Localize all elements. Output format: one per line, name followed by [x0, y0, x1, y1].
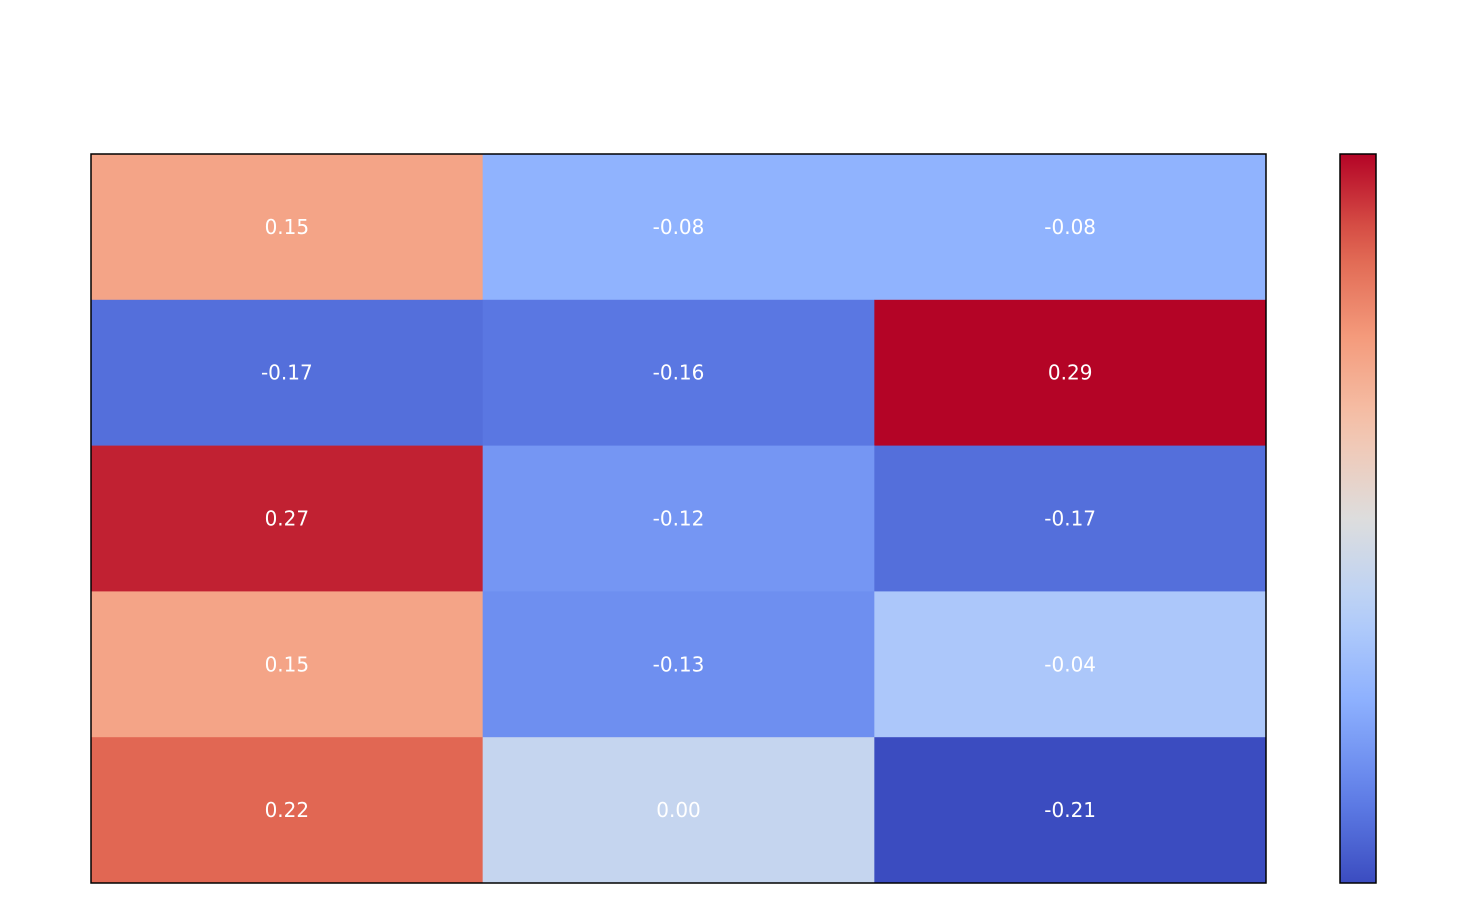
heatmap-cell-label: 0.29 — [1048, 361, 1093, 385]
heatmap-cell — [482, 737, 875, 884]
heatmap-cell-label: -0.08 — [653, 215, 705, 239]
heatmap-cell-label: 0.15 — [265, 215, 310, 239]
heatmap-cell-label: -0.08 — [1044, 215, 1096, 239]
heatmap-cell-label: 0.15 — [265, 652, 310, 676]
plot-frame — [90, 153, 1267, 884]
heatmap-cell — [874, 299, 1267, 447]
heatmap-cell — [482, 591, 875, 738]
heatmap-cell-label: 0.27 — [265, 507, 310, 531]
heatmap-cell — [482, 445, 875, 592]
heatmap-cell — [91, 299, 484, 447]
heatmap-cell-label: -0.04 — [1044, 652, 1096, 676]
colorbar — [1339, 153, 1377, 884]
heatmap-cell-label: 0.00 — [656, 798, 701, 822]
heatmap-cell-label: 0.22 — [265, 798, 310, 822]
heatmap-cell-label: -0.12 — [653, 507, 705, 531]
heatmap-cell — [91, 591, 484, 738]
heatmap-cell-label: -0.17 — [261, 361, 313, 385]
heatmap-cell — [874, 445, 1267, 592]
heatmap-cell — [874, 591, 1267, 738]
heatmap-cell — [91, 154, 484, 301]
heatmap-cell-labels: 0.15 -0.08 -0.08 -0.17 -0.16 0.29 0.27 -0.12 -0.… — [261, 215, 1096, 822]
heatmap-cells — [91, 154, 1267, 884]
heatmap-cell — [874, 154, 1267, 301]
heatmap-cell — [91, 737, 484, 884]
heatmap-cell-label: -0.17 — [1044, 507, 1096, 531]
heatmap-cell-label: -0.16 — [653, 361, 705, 385]
heatmap-cell — [874, 737, 1267, 884]
heatmap-cell — [91, 445, 484, 592]
heatmap-cell — [482, 154, 875, 301]
heatmap-cell — [482, 299, 875, 447]
heatmap-cell-label: -0.13 — [653, 652, 705, 676]
heatmap-cell-label: -0.21 — [1044, 798, 1096, 822]
